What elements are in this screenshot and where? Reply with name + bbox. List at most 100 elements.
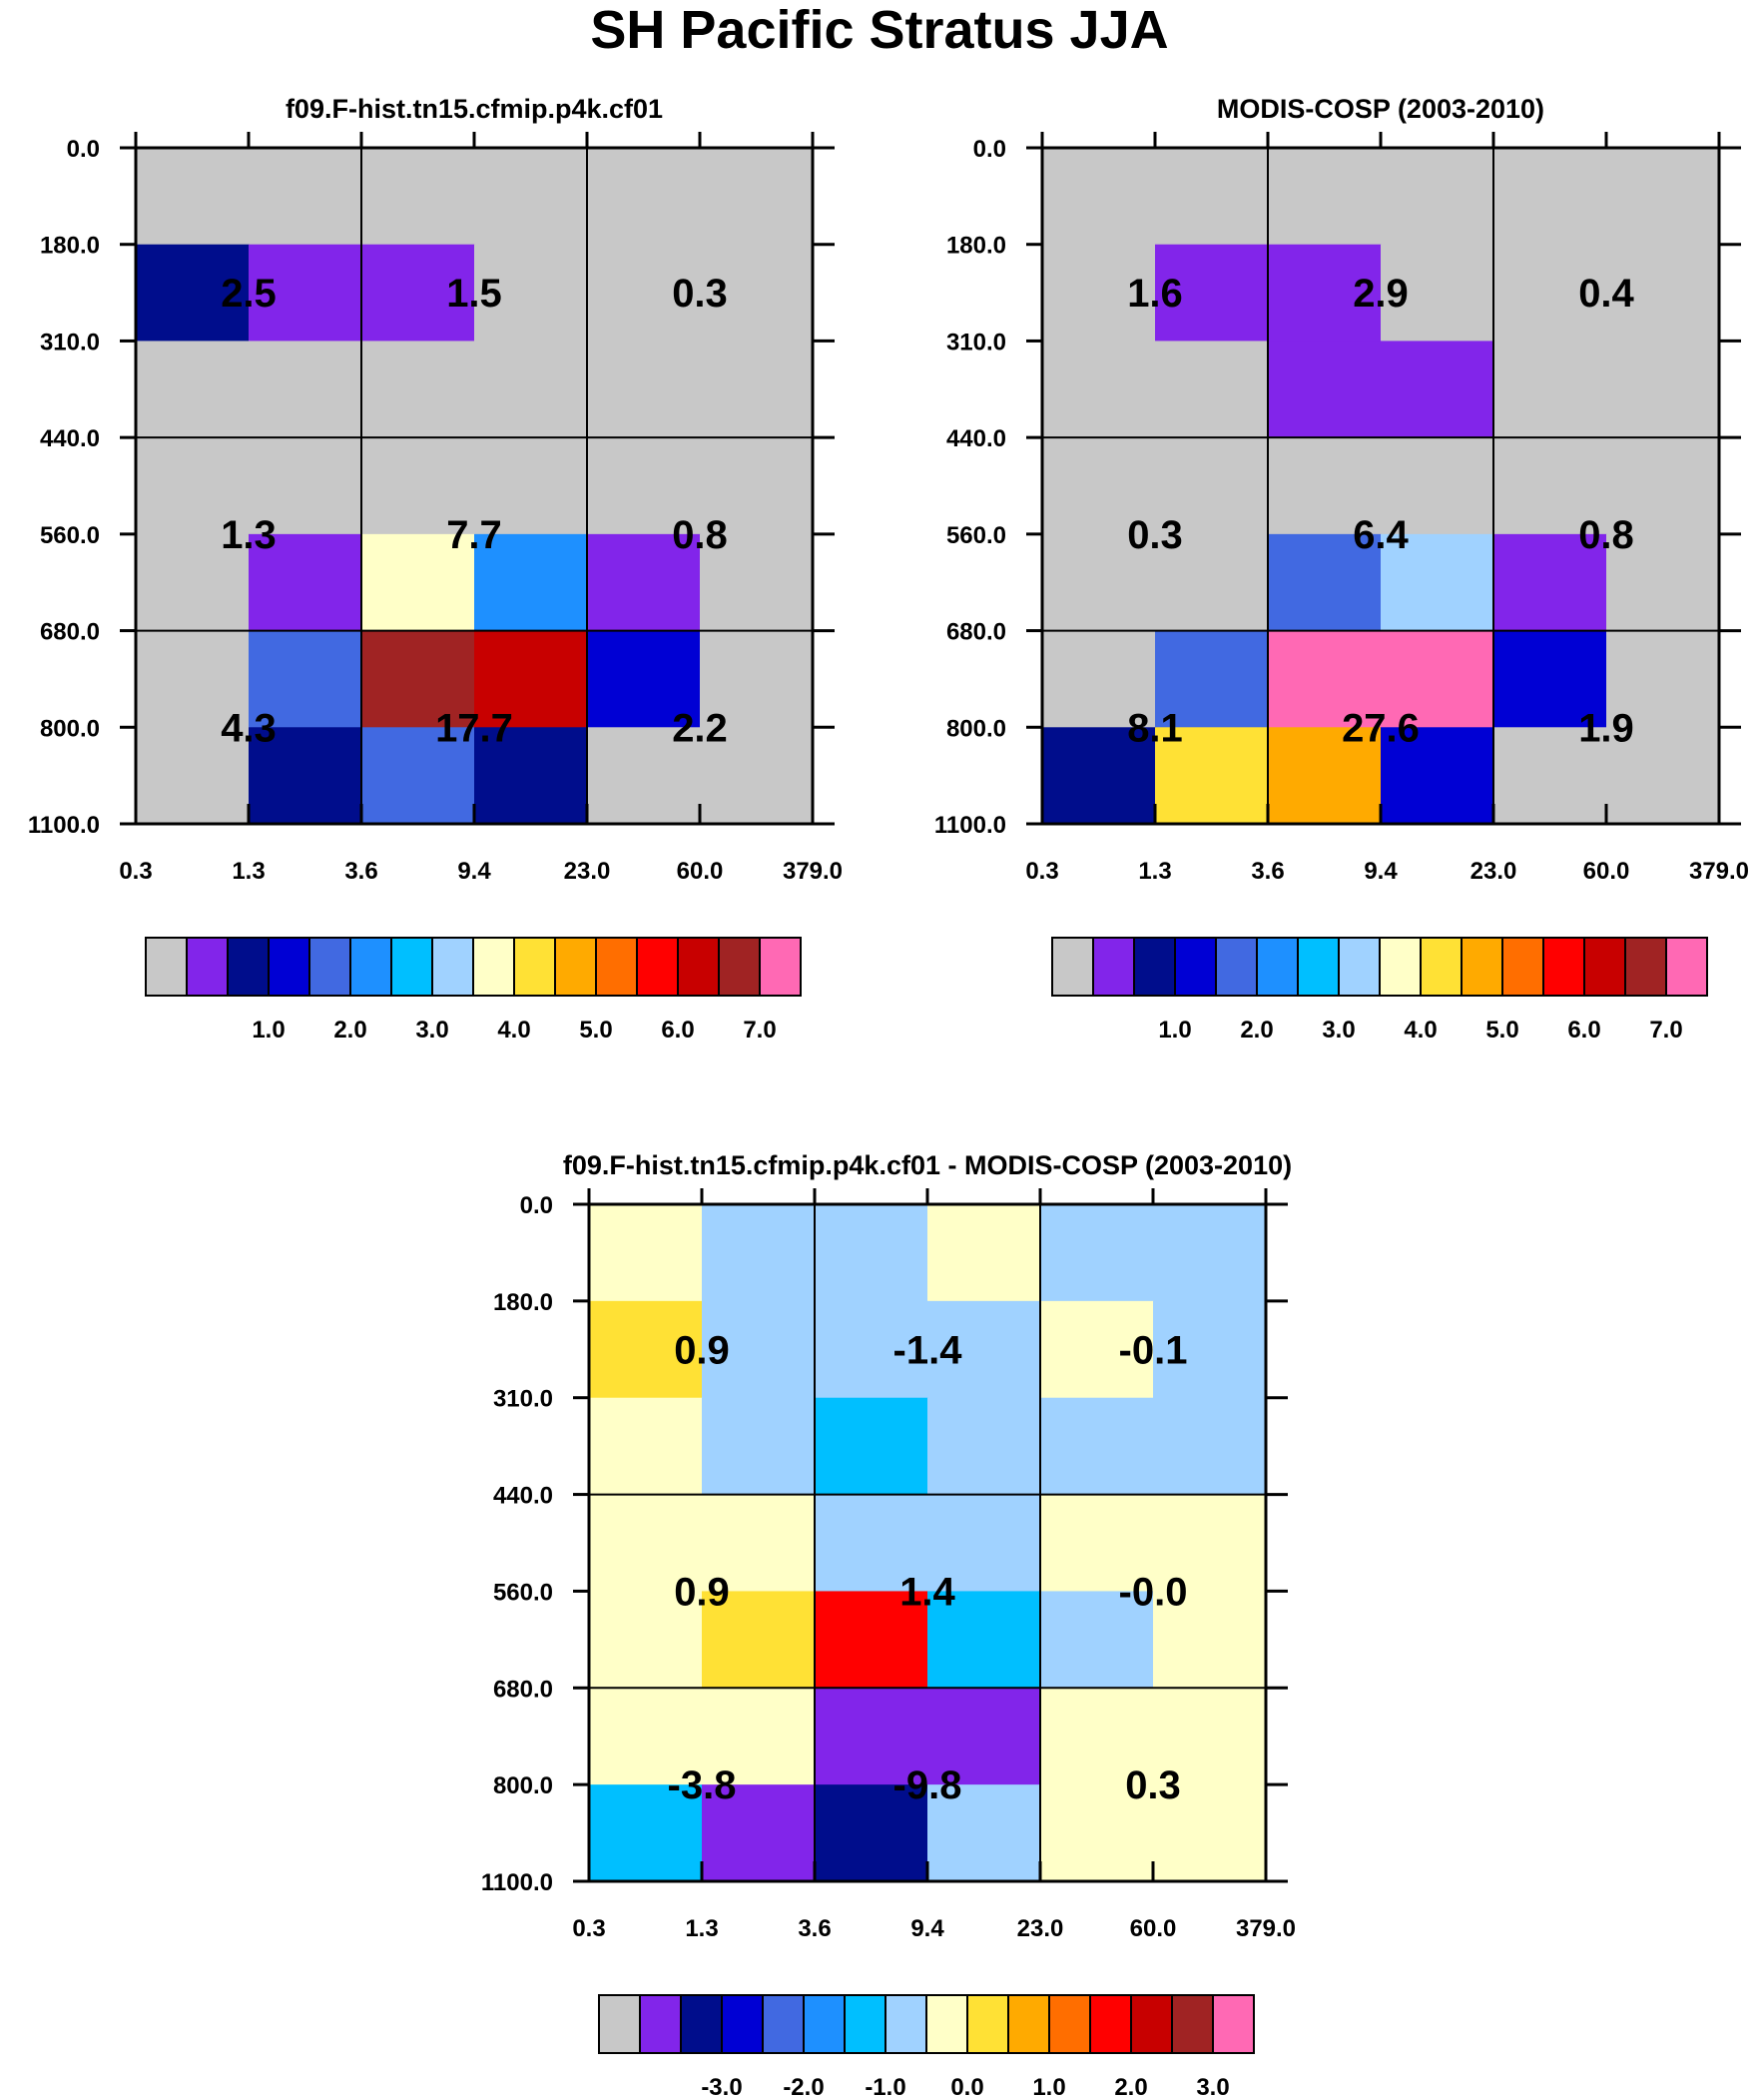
heatmap-cell — [702, 1591, 816, 1689]
colorbar-label: 4.0 — [497, 1017, 530, 1044]
heatmap-cell — [587, 244, 701, 343]
colorbar-swatch — [884, 1994, 927, 2054]
heatmap-cell — [1493, 341, 1607, 438]
heatmap-cell — [474, 148, 588, 246]
colorbar-swatch — [721, 1994, 764, 2054]
y-tick-label: 0.0 — [973, 136, 1006, 163]
y-tick-label: 0.0 — [67, 136, 100, 163]
heatmap-cell — [361, 437, 475, 535]
colorbar-swatch — [1051, 937, 1094, 997]
heatmap-cell — [815, 1688, 928, 1785]
colorbar-swatch — [308, 937, 351, 997]
y-tick-label: 440.0 — [493, 1483, 553, 1510]
heatmap-cell — [815, 1397, 928, 1496]
heatmap-cell — [1268, 727, 1382, 825]
heatmap-cell — [474, 533, 588, 632]
heatmap-cell — [474, 437, 588, 535]
y-tick-label: 440.0 — [946, 425, 1006, 452]
heatmap-cell — [474, 727, 588, 825]
heatmap-cell — [1155, 630, 1269, 728]
heatmap-cell — [361, 727, 475, 825]
colorbar-label: -2.0 — [783, 2074, 824, 2100]
x-tick-label: 23.0 — [564, 858, 611, 885]
colorbar-swatch — [145, 937, 188, 997]
colorbar-label: 6.0 — [661, 1017, 694, 1044]
heatmap-cell — [249, 244, 362, 343]
y-tick-label: 680.0 — [40, 619, 100, 646]
heatmap-cell — [1606, 630, 1720, 728]
colorbar-swatch — [1130, 1994, 1173, 2054]
cell-value-label: -0.0 — [1119, 1570, 1188, 1614]
y-tick-label: 800.0 — [40, 715, 100, 742]
heatmap-cell — [589, 1300, 703, 1399]
colorbar-swatch — [1007, 1994, 1050, 2054]
colorbar-label: 2.0 — [1114, 2074, 1147, 2100]
colorbar-label: 3.0 — [415, 1017, 448, 1044]
heatmap-cell — [1493, 533, 1607, 632]
colorbar-swatch — [803, 1994, 846, 2054]
heatmap-cell — [249, 727, 362, 825]
colorbar-swatch — [1212, 1994, 1255, 2054]
cell-value-label: 0.9 — [674, 1570, 730, 1614]
x-tick-label: 9.4 — [457, 858, 491, 885]
cell-value-label: 4.3 — [221, 706, 277, 750]
heatmap-cell — [249, 437, 362, 535]
heatmap-cell — [1040, 1688, 1154, 1785]
cell-value-label: 1.4 — [899, 1570, 955, 1614]
heatmap-cell — [474, 341, 588, 438]
heatmap-cell — [700, 244, 814, 343]
heatmap-cell — [136, 727, 250, 825]
cell-value-label: 0.3 — [1125, 1763, 1181, 1807]
heatmap-cell — [1381, 341, 1494, 438]
heatmap-cell — [1040, 1204, 1154, 1302]
colorbar-label: -3.0 — [701, 2074, 742, 2100]
heatmap-cell — [1042, 244, 1156, 343]
cell-value-label: 1.6 — [1127, 272, 1183, 316]
heatmap-cell — [815, 1494, 928, 1593]
colorbar-swatch — [1215, 937, 1258, 997]
cell-value-label: -0.1 — [1119, 1328, 1188, 1372]
y-tick-label: 180.0 — [493, 1289, 553, 1316]
colorbar-label: 6.0 — [1567, 1017, 1600, 1044]
y-tick-label: 310.0 — [493, 1386, 553, 1413]
heatmap-cell — [1606, 244, 1720, 343]
y-tick-label: 440.0 — [40, 425, 100, 452]
heatmap-cell — [702, 1397, 816, 1496]
cell-value-label: 2.2 — [672, 706, 728, 750]
colorbar-swatch — [1174, 937, 1217, 997]
heatmap-cell — [1153, 1591, 1267, 1689]
colorbar-swatch — [1256, 937, 1299, 997]
colorbar-swatch — [1420, 937, 1463, 997]
colorbar-swatch — [718, 937, 761, 997]
heatmap-cell — [1268, 244, 1382, 343]
cell-value-label: 0.3 — [672, 272, 728, 316]
heatmap-cell — [1268, 148, 1382, 246]
cell-value-label: 2.9 — [1353, 272, 1409, 316]
heatmap-cell — [1268, 533, 1382, 632]
x-tick-label: 1.3 — [232, 858, 265, 885]
x-tick-label: 60.0 — [1130, 1915, 1177, 1942]
heatmap-cell — [1606, 533, 1720, 632]
heatmap-cell — [1493, 437, 1607, 535]
heatmap-cell — [587, 341, 701, 438]
heatmap-cell — [1606, 148, 1720, 246]
heatmap-cell — [700, 341, 814, 438]
heatmap-cell — [1381, 244, 1494, 343]
colorbar-swatch — [595, 937, 638, 997]
heatmap-cell — [1042, 630, 1156, 728]
x-tick-label: 379.0 — [1236, 1915, 1296, 1942]
panel-2: MODIS-COSP (2003-2010) 0.3 1.3 3.6 9.4 23.0 60… — [934, 94, 1749, 1044]
heatmap-cell — [589, 1204, 703, 1302]
x-tick-label: 3.6 — [344, 858, 377, 885]
colorbar-label: 2.0 — [1240, 1017, 1273, 1044]
colorbar-swatch — [1542, 937, 1585, 997]
colorbar-label: -1.0 — [865, 2074, 905, 2100]
heatmap-cell — [589, 1397, 703, 1496]
colorbar-swatch — [680, 1994, 723, 2054]
cell-value-label: 0.9 — [674, 1328, 730, 1372]
heatmap-cell — [589, 1591, 703, 1689]
figure-title: SH Pacific Stratus JJA — [590, 0, 1168, 60]
colorbar-swatch — [844, 1994, 886, 2054]
heatmap-cell — [1381, 727, 1494, 825]
